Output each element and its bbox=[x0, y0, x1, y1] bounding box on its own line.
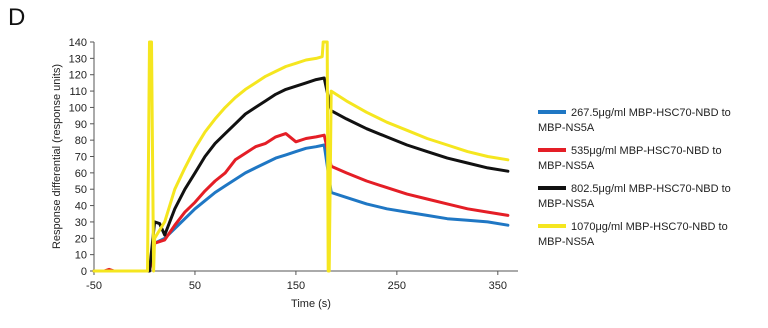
legend-label-3-cont: MBP-NS5A bbox=[538, 198, 595, 210]
x-axis-label: Time (s) bbox=[291, 298, 331, 310]
panel-label: D bbox=[8, 4, 26, 31]
series-line-1 bbox=[92, 143, 510, 273]
y-tick-label: 100 bbox=[69, 102, 87, 114]
y-axis-label: Response differential (response units) bbox=[51, 64, 63, 249]
legend-label-2-cont: MBP-NS5A bbox=[538, 160, 595, 172]
y-tick-label: 80 bbox=[75, 135, 87, 147]
y-tick-label: 50 bbox=[75, 184, 87, 196]
x-tick-label: 350 bbox=[489, 280, 507, 292]
legend-label-4: 1070μg/ml MBP-HSC70-NBD to bbox=[571, 221, 728, 233]
legend-label-1: 267.5μg/ml MBP-HSC70-NBD to bbox=[571, 107, 731, 119]
x-tick-label: 50 bbox=[189, 280, 201, 292]
y-tick-label: 110 bbox=[69, 86, 87, 98]
y-tick-label: 20 bbox=[75, 233, 87, 245]
y-tick-label: 130 bbox=[69, 53, 87, 65]
y-tick-label: 40 bbox=[75, 201, 87, 213]
series-line-2 bbox=[92, 132, 510, 273]
x-tick-label: 150 bbox=[287, 280, 305, 292]
y-tick-label: 60 bbox=[75, 168, 87, 180]
y-tick-label: 30 bbox=[75, 217, 87, 229]
y-tick-label: 0 bbox=[81, 266, 87, 278]
x-tick-label: 250 bbox=[388, 280, 406, 292]
y-tick-label: 70 bbox=[75, 152, 87, 164]
y-tick-label: 120 bbox=[69, 70, 87, 82]
legend-label-3: 802.5μg/ml MBP-HSC70-NBD to bbox=[571, 183, 731, 195]
legend-label-1-cont: MBP-NS5A bbox=[538, 122, 595, 134]
y-tick-label: 140 bbox=[69, 37, 87, 49]
legend-label-2: 535μg/ml MBP-HSC70-NBD to bbox=[571, 145, 722, 157]
y-tick-label: 90 bbox=[75, 119, 87, 131]
y-tick-label: 10 bbox=[75, 250, 87, 262]
x-tick-label: -50 bbox=[86, 280, 102, 292]
legend-label-4-cont: MBP-NS5A bbox=[538, 236, 595, 248]
series-line-4 bbox=[92, 40, 510, 273]
